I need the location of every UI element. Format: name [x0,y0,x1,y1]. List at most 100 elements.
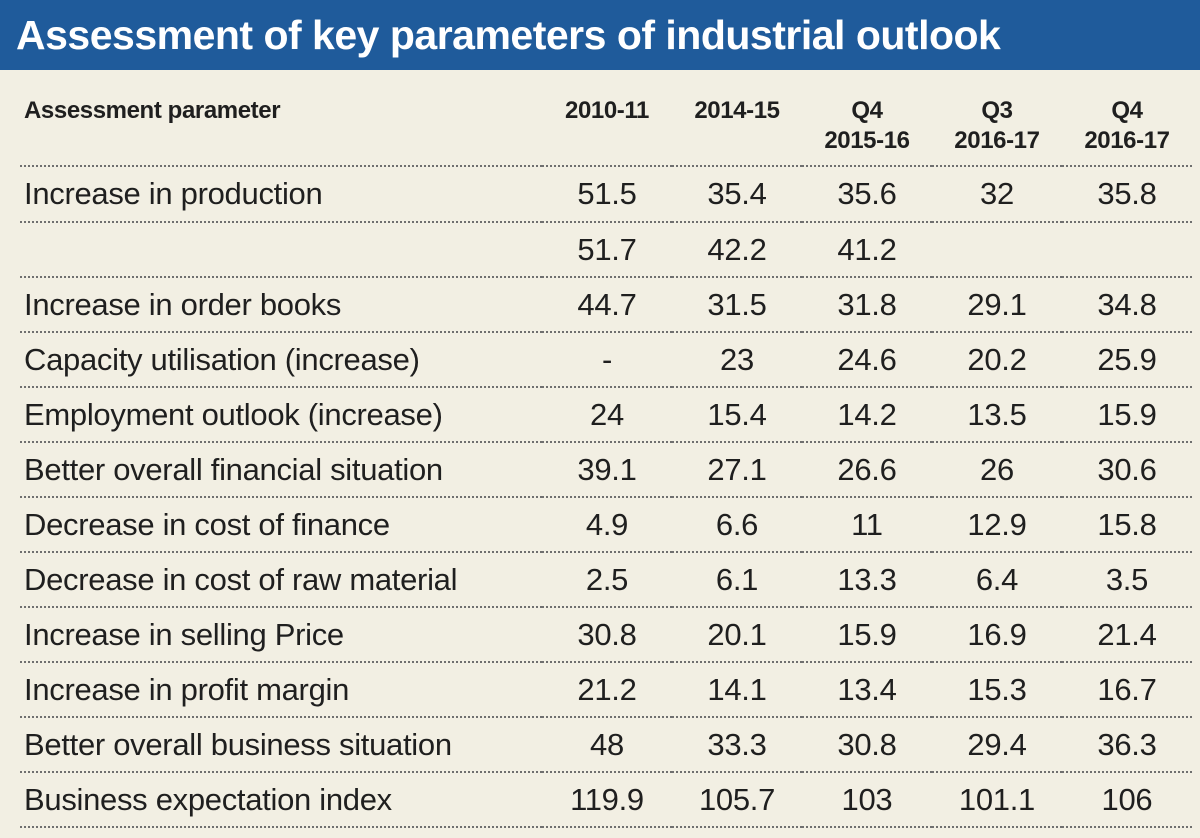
table-cell: 24.6 [801,332,932,388]
column-header-line1: Q4 [1111,97,1143,124]
column-header-parameter: Assessment parameter [20,70,542,167]
table-cell: 42.2 [671,222,802,278]
table-cell: 36.3 [1061,717,1192,773]
table-cell: 51.7 [542,222,672,278]
column-header-2010-11: 2010-11 [542,70,672,167]
table-cell: 6.6 [671,497,802,553]
table-cell: 6.1 [671,552,802,608]
row-label: Increase in profit margin [20,662,542,718]
table-cell: 105.7 [671,772,802,828]
table-cell: 31.8 [801,277,932,333]
table-cell: 26.6 [801,442,932,498]
table-cell: 12.9 [931,497,1062,553]
table-cell: 13.3 [801,552,932,608]
table-cell: 15.4 [671,387,802,443]
table-row: Employment outlook (increase) 24 15.4 14.2 1… [20,387,1192,443]
table-cell: 51.5 [542,166,672,223]
table-cell: 25.9 [1061,332,1192,388]
column-header-q3-2016-17: Q3 2016-17 [931,70,1062,167]
table-cell: 34.8 [1061,277,1192,333]
table-cell: 39.1 [542,442,672,498]
table-cell: 44.7 [542,277,672,333]
column-header-line1: Q3 [981,97,1013,124]
column-header-q4-2015-16: Q4 2015-16 [801,70,932,167]
table-cell: 27.1 [671,442,802,498]
row-label [20,222,542,278]
table-cell: 13.5 [931,387,1062,443]
table-cell: 101.1 [931,772,1062,828]
table-row: Business expectation index 119.9 105.7 103 1… [20,772,1192,828]
table-cell: 6.4 [931,552,1062,608]
column-header-line1: 2014-15 [694,97,780,124]
table-row: Increase in order books 44.7 31.5 31.8 29.1 3… [20,277,1192,333]
table-cell: 2.5 [542,552,672,608]
table-cell: 30.6 [1061,442,1192,498]
table-cell: 106 [1061,772,1192,828]
table-cell: 4.9 [542,497,672,553]
table-row: Increase in profit margin 21.2 14.1 13.4 15.… [20,662,1192,718]
table-cell: 3.5 [1061,552,1192,608]
row-label: Decrease in cost of finance [20,497,542,553]
table-cell: 14.1 [671,662,802,718]
row-label: Increase in selling Price [20,607,542,663]
column-header-line1: 2010-11 [565,97,649,124]
header-row: Assessment parameter 2010-11 2014-15 Q4 2… [20,70,1192,167]
table-cell [1061,222,1192,278]
table-cell: 32 [931,166,1062,223]
table-cell: 15.9 [1061,387,1192,443]
table-cell: 35.8 [1061,166,1192,223]
table-cell: 13.4 [801,662,932,718]
table-row: Increase in selling Price 30.8 20.1 15.9 16.… [20,607,1192,663]
row-label: Increase in order books [20,277,542,333]
table-cell: 14.2 [801,387,932,443]
table-cell: 20.1 [671,607,802,663]
table-cell: 29.1 [931,277,1062,333]
column-header-line2: 2015-16 [824,127,910,154]
table-container: Assessment parameter 2010-11 2014-15 Q4 2… [0,70,1200,838]
table-cell: 23 [671,332,802,388]
table-row: Better overall financial situation 39.1 27… [20,442,1192,498]
table-cell [931,222,1062,278]
row-label: Capacity utilisation (increase) [20,332,542,388]
row-label: Decrease in cost of raw material [20,552,542,608]
table-cell: 24 [542,387,672,443]
column-header-line2: 2016-17 [1084,127,1170,154]
table-body: Increase in production 51.5 35.4 35.6 32 35.8… [20,166,1192,828]
table-cell: 103 [801,772,932,828]
table-cell: 21.4 [1061,607,1192,663]
row-label: Business expectation index [20,772,542,828]
row-label: Employment outlook (increase) [20,387,542,443]
table-cell: 15.9 [801,607,932,663]
table-row: Better overall business situation 48 33.3 3… [20,717,1192,773]
row-label: Increase in production [20,166,542,223]
table-cell: 48 [542,717,672,773]
table-cell: 11 [801,497,932,553]
table-cell: 31.5 [671,277,802,333]
table-cell: 15.3 [931,662,1062,718]
chart-title: Assessment of key parameters of industri… [16,11,1001,58]
title-bar: Assessment of key parameters of industri… [0,0,1200,70]
table-cell: 35.4 [671,166,802,223]
data-table: Assessment parameter 2010-11 2014-15 Q4 2… [20,70,1192,828]
table-cell: 16.9 [931,607,1062,663]
table-cell: 20.2 [931,332,1062,388]
table-row: Increase in production 51.5 35.4 35.6 32 35.8 [20,166,1192,223]
table-cell: 33.3 [671,717,802,773]
table-cell: 21.2 [542,662,672,718]
table-cell: 41.2 [801,222,932,278]
column-header-line2: 2016-17 [954,127,1040,154]
table-cell: 30.8 [542,607,672,663]
table-row: Decrease in cost of finance 4.9 6.6 11 12.9 1… [20,497,1192,553]
table-cell: 29.4 [931,717,1062,773]
table-cell: 26 [931,442,1062,498]
column-header-2014-15: 2014-15 [671,70,802,167]
table-row: Capacity utilisation (increase) -23 24.6 20… [20,332,1192,388]
table-row: 51.7 42.2 41.2 [20,222,1192,278]
column-header-q4-2016-17: Q4 2016-17 [1061,70,1192,167]
column-header-line1: Q4 [851,97,883,124]
table-cell: 30.8 [801,717,932,773]
table-cell: 16.7 [1061,662,1192,718]
table-cell: 119.9 [542,772,672,828]
table-cell: - [542,332,672,388]
row-label: Better overall financial situation [20,442,542,498]
